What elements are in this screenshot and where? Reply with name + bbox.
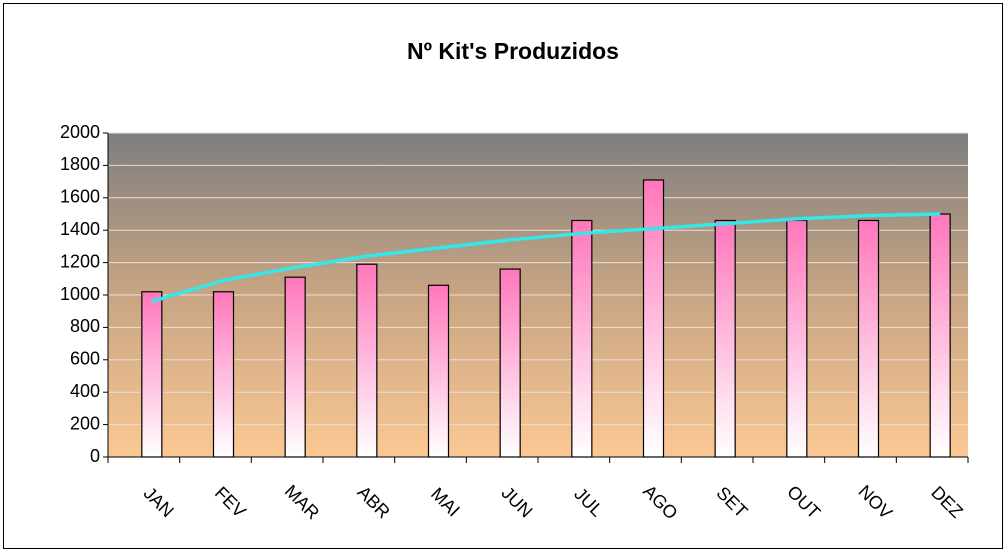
y-tick-label: 2000 xyxy=(60,122,100,142)
y-tick-label: 200 xyxy=(70,413,100,433)
bar xyxy=(356,263,378,458)
y-tick-label: 1000 xyxy=(60,284,100,304)
bar xyxy=(427,284,450,458)
y-tick-label: 1600 xyxy=(60,187,100,207)
bar xyxy=(714,219,736,458)
y-tick-label: 1800 xyxy=(60,154,100,174)
bar xyxy=(857,219,880,458)
bar xyxy=(284,276,306,458)
bar xyxy=(571,219,593,458)
y-tick-label: 0 xyxy=(90,446,100,466)
bar xyxy=(642,179,665,458)
bar xyxy=(499,268,521,458)
bar xyxy=(212,291,235,458)
bar xyxy=(141,291,163,458)
bar xyxy=(929,213,951,458)
y-tick-label: 400 xyxy=(70,381,100,401)
y-tick-label: 600 xyxy=(70,349,100,369)
y-tick-label: 800 xyxy=(70,316,100,336)
y-tick-label: 1400 xyxy=(60,219,100,239)
y-tick-label: 1200 xyxy=(60,251,100,271)
trend-line xyxy=(151,212,941,304)
bar xyxy=(786,219,808,458)
chart-title: Nº Kit's Produzidos xyxy=(407,38,619,64)
